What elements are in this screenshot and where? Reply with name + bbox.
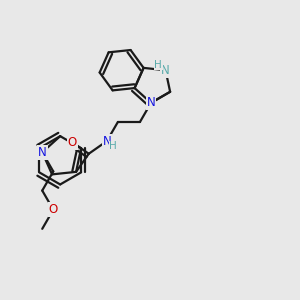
Text: H: H [154, 60, 162, 70]
Text: N: N [38, 146, 46, 159]
Text: O: O [68, 136, 77, 149]
Text: O: O [49, 203, 58, 216]
Text: N: N [103, 135, 111, 148]
Text: N: N [161, 64, 170, 77]
Text: H: H [110, 141, 117, 152]
Text: N: N [147, 96, 155, 109]
